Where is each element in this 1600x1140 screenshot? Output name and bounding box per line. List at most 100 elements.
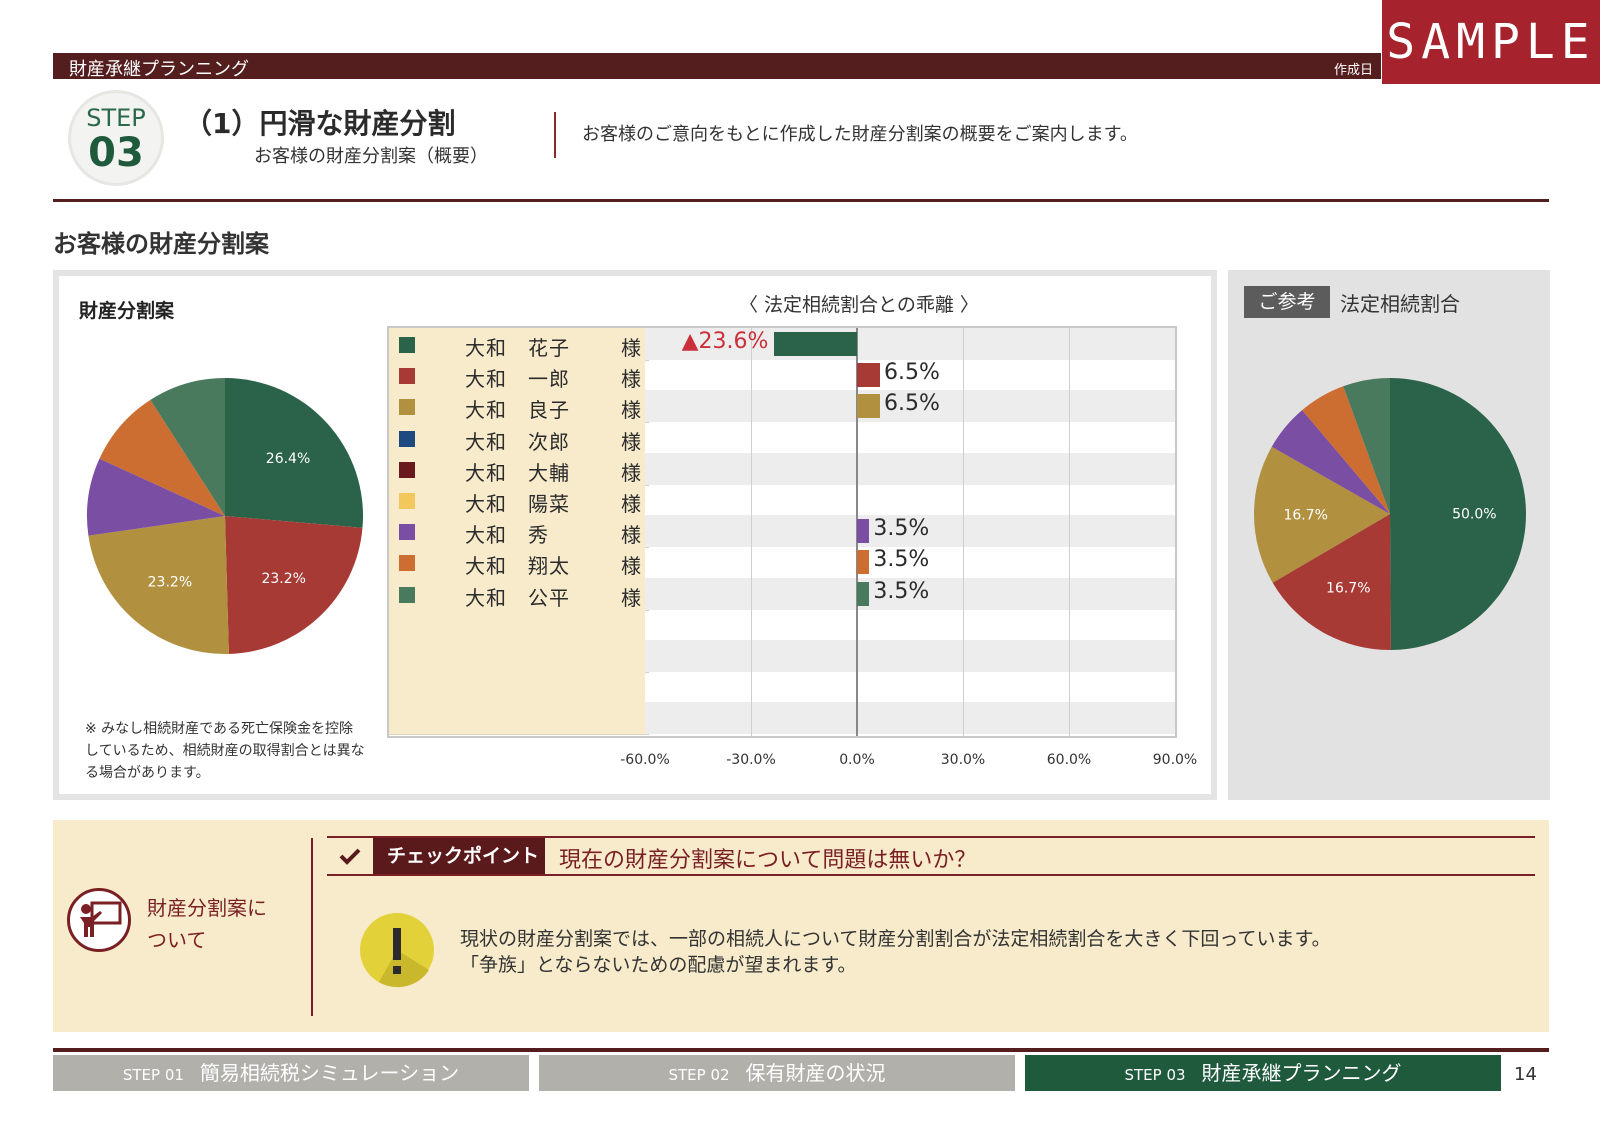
legend-swatch (399, 524, 415, 541)
heir-honorific: 様 (621, 585, 641, 610)
reference-title: 法定相続割合 (1340, 292, 1460, 316)
heir-name: 大和 大輔 (465, 460, 570, 485)
heir-honorific: 様 (621, 429, 641, 454)
heir-name: 大和 一郎 (465, 367, 570, 392)
heir-honorific: 様 (621, 523, 641, 548)
legend-swatch (399, 430, 415, 447)
pie-slice (99, 399, 225, 516)
bar-value-label: 3.5% (873, 547, 930, 573)
deviation-bar (857, 550, 870, 575)
pie-slice (87, 458, 225, 536)
pie-slice (1343, 378, 1390, 514)
deviation-bar (773, 332, 857, 356)
footer-tab-label: 簡易相続税シミュレーション (199, 1061, 460, 1085)
deviation-row: 大和 翔太 様 (389, 546, 1175, 580)
legend-swatch (399, 555, 415, 572)
heir-honorific: 様 (621, 398, 641, 423)
deviation-bar (857, 394, 880, 419)
pie-slice-label: 23.2% (261, 571, 305, 587)
pie-slice (150, 378, 225, 516)
deviation-row (389, 702, 1175, 736)
legend-swatch (399, 461, 415, 478)
deviation-bar (857, 363, 880, 388)
x-tick-label: -30.0% (726, 752, 776, 768)
deviation-row (389, 671, 1175, 705)
division-pie-svg: 26.4% 23.2% 23.2% (87, 378, 363, 654)
checkpoint-panel: 財産分割案に ついて チェックポイント 現在の財産分割案について問題は無いか？ … (53, 820, 1549, 1032)
footer-tab-step: STEP 01 (122, 1066, 184, 1084)
pie-slice (1254, 446, 1390, 583)
deviation-row: 大和 大輔 様 (389, 452, 1175, 486)
legend-swatch (399, 337, 415, 353)
heir-name: 大和 公平 (465, 585, 570, 610)
pie-slice (225, 378, 363, 528)
deviation-bar-chart: 大和 花子様大和 一郎様大和 良子様大和 次郎様大和 大輔様大和 陽菜様大和 秀… (387, 326, 1177, 738)
deviation-row (389, 640, 1175, 673)
footer-rule (53, 1048, 1549, 1052)
top-bar: 財産承継プランニング 作成日 (53, 53, 1381, 80)
checkpoint-advice: 現状の財産分割案では、一部の相続人について財産分割割合が法定相続割合を大きく下回… (460, 926, 1331, 978)
pie-slice (1272, 514, 1391, 650)
deviation-row: 大和 次郎 様 (389, 421, 1175, 455)
checkpoint-topic-line1: 財産分割案に (147, 896, 267, 920)
bar-value-label: 3.5% (873, 578, 930, 604)
footer-tab-step02[interactable]: STEP 02 保有財産の状況 (539, 1055, 1015, 1091)
checkpoint-divider (311, 838, 313, 1016)
deviation-bar (857, 519, 870, 544)
legal-share-pie-chart: 50.0% 16.7% 16.7% (1252, 376, 1528, 652)
heir-name: 大和 花子 (465, 336, 570, 360)
heir-honorific: 様 (621, 554, 641, 579)
page-number: 14 (1514, 1064, 1537, 1085)
page-subtitle: お客様の財産分割案（概要） (254, 146, 488, 167)
checkpoint-label: チェックポイント (373, 838, 545, 874)
heir-honorific: 様 (621, 336, 641, 360)
header-rule (53, 199, 1549, 202)
footer-tab-step03[interactable]: STEP 03 財産承継プランニング (1025, 1055, 1501, 1091)
date-label: 作成日 (1333, 63, 1373, 78)
deviation-row: 大和 陽菜 様 (389, 484, 1175, 517)
heir-name: 大和 秀 (465, 523, 549, 548)
x-tick-label: -60.0% (620, 752, 670, 768)
checkpoint-topic-line2: ついて (147, 928, 207, 952)
heir-name: 大和 陽菜 (465, 492, 570, 516)
deviation-row (389, 608, 1175, 642)
section-title: お客様の財産分割案 (53, 230, 269, 258)
footer-tab-label: 財産承継プランニング (1201, 1061, 1402, 1085)
bar-value-label: ▲23.6% (681, 329, 769, 354)
deviation-bar (857, 581, 870, 606)
footer-tab-step: STEP 02 (668, 1066, 730, 1084)
header-divider (554, 112, 556, 158)
bar-value-label: 3.5% (873, 516, 930, 542)
document-title: 財産承継プランニング (69, 59, 249, 80)
pie-slice-label: 16.7% (1326, 580, 1370, 596)
footer-tab-step: STEP 03 (1124, 1066, 1186, 1084)
panel-title: 財産分割案 (79, 300, 175, 322)
deviation-row: 大和 公平 様 (389, 577, 1175, 611)
x-tick-label: 90.0% (1152, 752, 1198, 768)
bar-value-label: 6.5% (883, 360, 940, 386)
grid-line (751, 328, 752, 736)
deviation-chart-title: 〈 法定相続割合との乖離 〉 (739, 294, 979, 316)
advice-line1: 現状の財産分割案では、一部の相続人について財産分割割合が法定相続割合を大きく下回… (460, 928, 1331, 950)
page-description: お客様のご意向をもとに作成した財産分割案の概要をご案内します。 (582, 124, 1138, 145)
heir-honorific: 様 (621, 367, 641, 392)
page-title: （1）円滑な財産分割 (184, 107, 456, 140)
step-number: 03 (88, 130, 144, 176)
pie-slice-label: 16.7% (1283, 508, 1327, 524)
presentation-icon (67, 888, 131, 952)
grid-line (963, 328, 964, 736)
footer-tab-step01[interactable]: STEP 01 簡易相続税シミュレーション (53, 1055, 529, 1091)
deviation-row: 大和 良子 様 (389, 390, 1175, 424)
advice-line2: 「争族」とならないための配慮が望まれます。 (460, 954, 857, 976)
heir-name: 大和 良子 (465, 398, 570, 423)
heir-honorific: 様 (621, 460, 641, 485)
x-tick-label: 30.0% (940, 752, 986, 768)
x-tick-label: 0.0% (839, 752, 875, 768)
sample-stamp: SAMPLE (1382, 0, 1600, 84)
x-tick-label: 60.0% (1046, 752, 1092, 768)
heir-name: 大和 翔太 (465, 554, 570, 579)
heir-name: 大和 次郎 (465, 429, 570, 454)
legend-swatch (399, 399, 415, 416)
step-badge: STEP 03 (68, 90, 164, 186)
pie-slice (88, 516, 229, 654)
